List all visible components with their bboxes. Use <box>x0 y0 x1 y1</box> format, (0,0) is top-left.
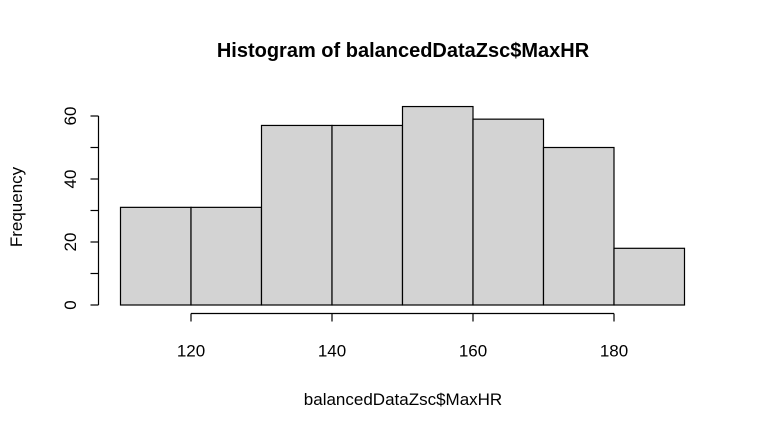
y-tick-label: 20 <box>61 233 80 252</box>
y-axis: 0 20 40 60 <box>61 107 100 310</box>
y-tick-label: 60 <box>61 107 80 126</box>
histogram-bar-8 <box>613 247 686 306</box>
histogram-bar-2 <box>190 206 263 306</box>
x-tick-label: 160 <box>459 342 487 361</box>
histogram-bar-5 <box>401 105 474 306</box>
histogram-bar-6 <box>472 118 545 306</box>
histogram-bar-7 <box>542 146 615 306</box>
histogram-bars <box>119 105 686 306</box>
x-axis: 120 140 160 180 <box>177 312 628 361</box>
y-axis-label: Frequency <box>7 166 26 247</box>
x-tick-label: 180 <box>600 342 628 361</box>
chart-title: Histogram of balancedDataZsc$MaxHR <box>217 40 590 62</box>
histogram-bar-1 <box>119 206 192 306</box>
x-axis-label: balancedDataZsc$MaxHR <box>304 390 502 409</box>
histogram-bar-4 <box>331 124 404 306</box>
x-tick-label: 140 <box>318 342 346 361</box>
x-tick-label: 120 <box>177 342 205 361</box>
y-tick-label: 40 <box>61 170 80 189</box>
y-tick-label: 0 <box>61 300 80 309</box>
histogram-bar-3 <box>260 124 333 306</box>
